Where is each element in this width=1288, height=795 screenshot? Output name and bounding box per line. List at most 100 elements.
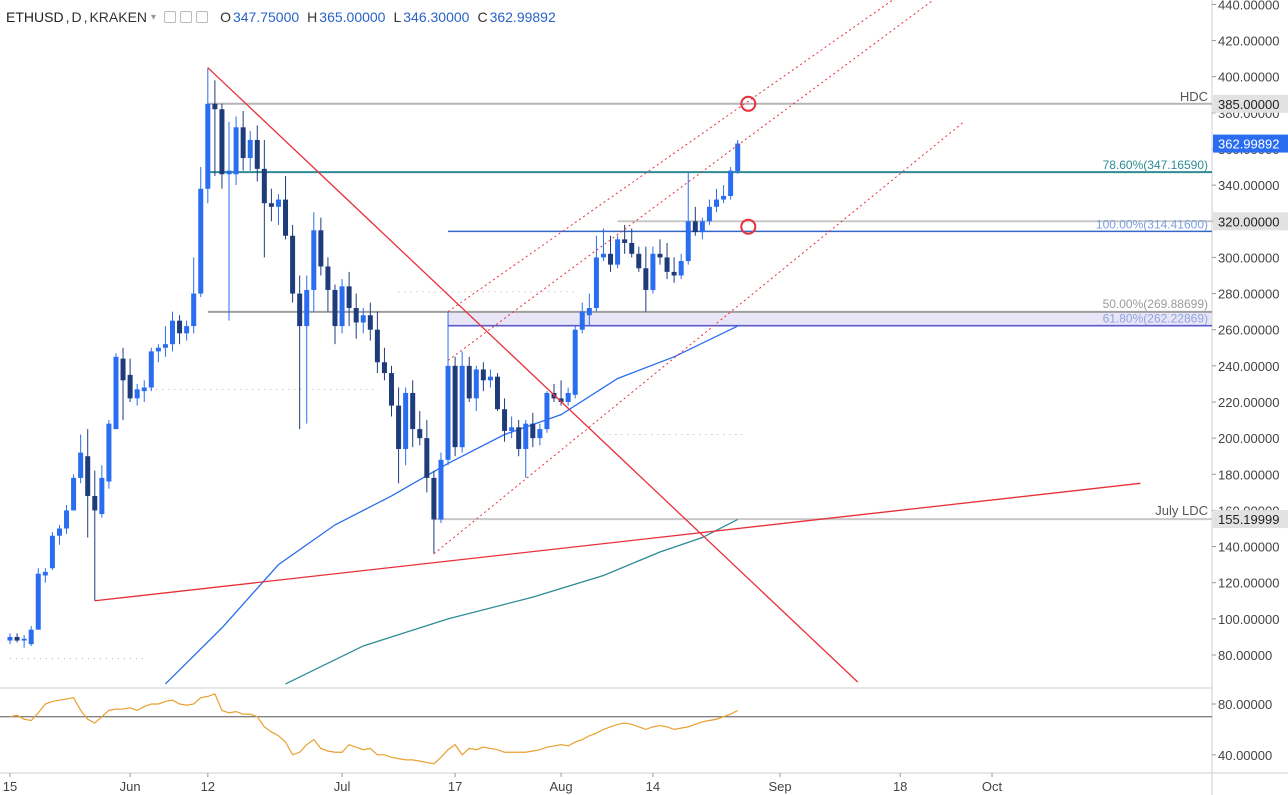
axis-label-july-ldc: 155.19999: [1218, 512, 1279, 527]
candle-down: [346, 286, 352, 309]
ma-teal-line: [285, 518, 738, 685]
time-tick-label: 18: [893, 779, 907, 794]
candle-up: [579, 311, 585, 330]
candle-down: [452, 365, 458, 448]
candle-up: [162, 344, 168, 348]
candle-up: [714, 199, 719, 207]
candle-up: [339, 286, 345, 327]
candle-down: [389, 373, 395, 406]
price-tick-label: 180.00000: [1218, 467, 1279, 482]
exchange[interactable]: KRAKEN: [89, 9, 148, 25]
candle-up: [191, 293, 197, 327]
axis-label-hdc-bg: [1213, 94, 1288, 113]
candle-up: [64, 510, 70, 529]
fib-618-label: 61.80%(262.22869): [1103, 312, 1208, 326]
time-tick-label: Aug: [549, 779, 572, 794]
candle-up: [360, 315, 366, 323]
candle-up: [586, 308, 592, 316]
candle-down: [502, 409, 508, 431]
price-tick-label: 80.00000: [1218, 648, 1272, 663]
price-tick-label: 200.00000: [1218, 431, 1279, 446]
candle-down: [261, 168, 267, 204]
candle-up: [155, 347, 161, 352]
candle-up: [148, 351, 154, 388]
target-320-circle: [740, 218, 757, 235]
channel-lower-trendline: [433, 121, 965, 555]
candle-up: [728, 170, 734, 196]
candle-up: [403, 392, 409, 449]
symbol-header: ETHUSD , D , KRAKEN ▾ O 347.75000 H 365.00…: [6, 8, 556, 26]
chevron-down-icon[interactable]: ▾: [151, 11, 157, 23]
horizontal-levels: [10, 102, 1212, 660]
candle-down: [643, 268, 649, 290]
candle-up: [275, 199, 281, 207]
candle-down: [671, 271, 677, 276]
candle-down: [692, 221, 698, 233]
candle-up: [600, 253, 606, 258]
symbol-name[interactable]: ETHUSD: [6, 9, 64, 25]
candle-up: [311, 230, 317, 290]
separator: ,: [83, 9, 88, 25]
ohlc-high-key: H: [307, 9, 318, 25]
target-385-circle: [740, 95, 757, 112]
candle-down: [516, 427, 522, 449]
candle-up: [572, 329, 578, 395]
candle-down: [410, 392, 416, 430]
candle-down: [85, 456, 91, 496]
candle-down: [177, 320, 183, 334]
price-tick-label: 420.00000: [1218, 34, 1279, 49]
candle-up: [721, 195, 727, 200]
candle-down: [14, 636, 20, 641]
candle-up: [56, 528, 62, 536]
channel-mid-trendline: [447, 0, 935, 361]
price-axis[interactable]: 80.00000100.00000120.00000140.00000160.0…: [1212, 0, 1288, 663]
candle-down: [332, 289, 338, 327]
price-tick-label: 220.00000: [1218, 395, 1279, 410]
candle-up: [42, 571, 48, 576]
ohlc-low-key: L: [393, 9, 402, 25]
time-tick-label: 15: [3, 779, 17, 794]
candle-down: [396, 405, 402, 449]
candle-up: [735, 143, 741, 172]
candle-up: [49, 535, 55, 569]
candle-up: [113, 356, 119, 430]
candle-up: [7, 636, 13, 641]
candle-up: [650, 253, 656, 290]
price-tick-label: 440.00000: [1218, 0, 1279, 12]
close-icon[interactable]: [196, 11, 209, 23]
candle-down: [424, 438, 430, 478]
axis-label-320: 320.00000: [1218, 214, 1279, 229]
time-axis[interactable]: 15 Jun 12 Jul 17 Aug 14 Sep 18 Oct: [3, 773, 1003, 794]
resistance-red-trendline: [207, 67, 859, 683]
price-tick-label: 120.00000: [1218, 576, 1279, 591]
time-tick-label: Oct: [982, 779, 1003, 794]
candle-up: [445, 365, 451, 460]
candle-down: [664, 257, 670, 272]
candle-down: [381, 362, 387, 374]
eye-icon[interactable]: [164, 11, 177, 23]
fib-100-label: 100.00%(314.41600): [1096, 217, 1208, 231]
ohlc-high-value: 365.00000: [319, 9, 386, 25]
candle-down: [212, 103, 218, 110]
fib-zone-shading: [448, 311, 1212, 326]
candle-up: [615, 239, 621, 265]
candle-down: [353, 308, 359, 323]
hdc-label: HDC: [1180, 89, 1208, 104]
candle-down: [657, 253, 663, 258]
candle-up: [509, 427, 515, 431]
trendlines: [94, 0, 1141, 683]
rsi-tick-label: 80.00000: [1218, 697, 1272, 712]
candle-down: [480, 369, 486, 381]
candle-up: [699, 221, 705, 233]
time-tick-label: 12: [201, 779, 215, 794]
candle-down: [290, 235, 296, 294]
candle-up: [78, 452, 84, 478]
candle-up: [233, 127, 239, 175]
interval[interactable]: D: [71, 9, 82, 25]
gear-icon[interactable]: [180, 11, 193, 23]
candle-down: [629, 242, 635, 254]
candle-up: [593, 257, 599, 309]
price-tick-label: 400.00000: [1218, 70, 1279, 85]
